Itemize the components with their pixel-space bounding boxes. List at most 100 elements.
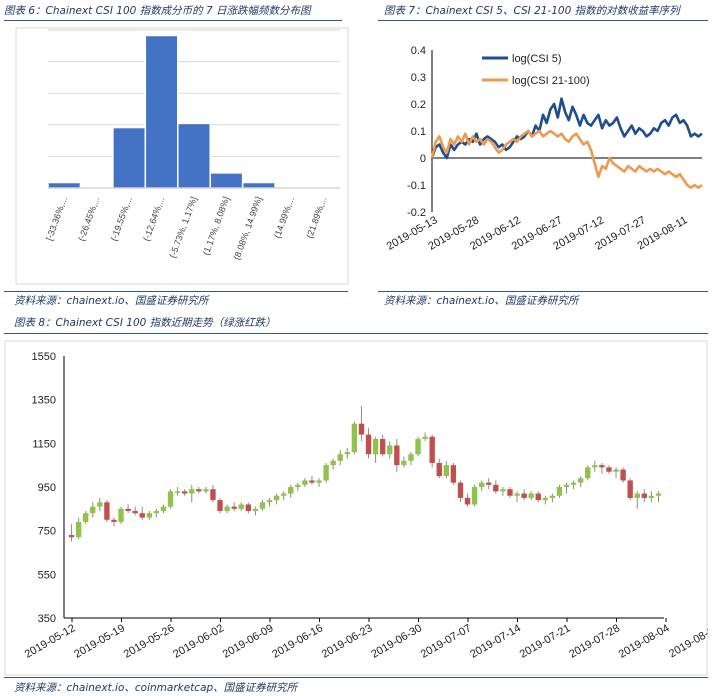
fig8-candle-6 (111, 519, 117, 522)
fig8-candle-77 (613, 469, 619, 472)
fig8-candle-59 (486, 482, 492, 485)
fig6-source: 资料来源：chainext.io、国盛证券研究所 (14, 295, 209, 307)
fig8-candle-47 (401, 460, 407, 466)
fig8-candle-81 (641, 493, 648, 498)
fig8-caption: 图表 8：Chainext CSI 100 指数近期走势（绿涨红跌） (14, 317, 276, 329)
fig8-candle-70 (563, 484, 570, 487)
fig8-candle-4 (97, 502, 103, 507)
fig6-bar-3 (144, 34, 179, 189)
fig8-candle-56 (464, 497, 471, 505)
fig8-ytick-2: 1150 (32, 438, 56, 450)
fig7-ytick-1: 0.3 (411, 72, 426, 84)
fig8-xtick-10: 2019-07-21 (518, 622, 573, 661)
fig7-ytick-6: -0.2 (407, 207, 426, 219)
fig8-candle-64 (521, 493, 527, 498)
fig7-ytick-4: 0 (420, 153, 426, 165)
fig8-candle-75 (599, 465, 605, 468)
fig8-xtick-4: 2019-06-09 (221, 622, 276, 661)
fig8-candle-42 (365, 434, 372, 455)
fig8-ytick-5: 550 (38, 569, 56, 581)
fig8-candle-50 (422, 436, 428, 439)
fig7-series-line-0 (430, 97, 703, 160)
fig8-xtick-0: 2019-05-12 (23, 622, 78, 661)
fig8-candle-16 (181, 491, 188, 494)
fig8-candle-24 (238, 504, 244, 509)
fig8-bottom-rule (4, 677, 708, 678)
fig8-ytick-1: 1350 (32, 395, 56, 407)
fig6-xtick-1: (-26.45%,... (76, 195, 101, 242)
fig8-candle-13 (160, 506, 167, 512)
fig8-candle-35 (316, 480, 322, 483)
fig8-xtick-11: 2019-07-28 (567, 622, 622, 661)
fig6-caption: 图表 6：Chainext CSI 100 指数成分币的 7 日涨跌幅频数分布图 (4, 5, 311, 17)
fig6-xtick-0: [-33.36%,... (44, 195, 69, 242)
fig8-candle-44 (379, 438, 386, 455)
fig8-candle-26 (252, 508, 259, 512)
fig7-series-line-1 (430, 129, 703, 189)
fig8-plot-border (4, 340, 708, 676)
fig8-source: 资料来源：chainext.io、coinmarketcap、国盛证券研究所 (14, 682, 298, 694)
fig8-candle-22 (224, 506, 230, 512)
fig8-candle-67 (542, 497, 549, 501)
fig6-xtick-2: (-19.55%,... (109, 195, 134, 242)
fig8-candle-0 (68, 535, 75, 538)
fig7-caption: 图表 7：Chainext CSI 5、CSI 21-100 指数的对数收益率序… (384, 5, 680, 17)
fig8-candle-40 (351, 423, 358, 453)
fig8-candle-25 (245, 504, 252, 512)
fig8-candle-73 (585, 467, 591, 479)
fig8-xtick-2: 2019-05-26 (122, 622, 177, 661)
fig8-candle-1 (75, 521, 82, 538)
fig8-candle-36 (323, 465, 329, 481)
fig7-ytick-3: 0.1 (411, 126, 426, 138)
fig8-candle-18 (196, 489, 202, 492)
fig6-xtick-4: (-5.73%, 1.17%] (167, 195, 198, 259)
fig8-candle-53 (443, 465, 450, 477)
fig8-xtick-8: 2019-07-07 (419, 622, 474, 661)
fig8-candle-2 (82, 513, 89, 522)
fig8-candle-83 (655, 493, 662, 496)
fig8-candle-34 (309, 480, 315, 483)
fig8-candle-3 (90, 506, 96, 514)
fig8-candle-31 (288, 487, 294, 494)
fig8-candle-19 (203, 489, 209, 492)
fig8-candle-7 (118, 508, 124, 522)
fig8-candle-58 (478, 482, 485, 487)
fig8-ytick-6: 350 (38, 613, 56, 625)
fig8-candle-49 (415, 438, 421, 455)
fig8-candle-20 (210, 489, 216, 501)
fig6-xtick-8: (21.89%,... (304, 195, 328, 239)
fig6-xtick-7: (14.99%,... (272, 195, 296, 239)
fig8-candle-15 (174, 491, 181, 493)
fig8-candle-39 (344, 452, 351, 455)
fig8-candle-29 (273, 495, 280, 501)
fig8-candle-43 (372, 438, 379, 455)
fig7-line-chart: 0.40.30.20.10-0.1-0.22019-05-132019-05-2… (385, 45, 703, 253)
fig7-top-rule (378, 20, 708, 21)
fig8-candle-60 (493, 484, 499, 492)
fig6-xtick-3: (-12.64%,... (141, 195, 166, 242)
fig8-ytick-3: 950 (38, 482, 56, 494)
fig7-ytick-5: -0.1 (407, 180, 426, 192)
fig8-candle-82 (648, 495, 655, 498)
fig8-candle-51 (429, 436, 435, 463)
fig8-candle-5 (104, 502, 110, 520)
fig8-candle-80 (634, 493, 640, 498)
fig6-bottom-rule (4, 291, 348, 292)
fig8-candle-68 (549, 495, 556, 498)
fig8-candle-14 (167, 491, 174, 507)
fig8-candle-38 (337, 454, 343, 461)
fig8-candle-65 (528, 493, 534, 498)
fig8-candle-28 (266, 500, 273, 503)
fig6-top-rule (4, 20, 342, 21)
fig7-ytick-2: 0.2 (411, 99, 426, 111)
fig8-candle-9 (132, 511, 138, 514)
fig6-histogram: [-33.36%,... (-26.45%,... (-19.55%,... (-12… (15, 27, 349, 285)
fig8-candle-72 (577, 478, 584, 483)
fig8-candle-69 (556, 487, 563, 496)
fig8-candle-17 (189, 489, 195, 494)
fig8-candle-54 (450, 465, 457, 483)
fig8-xtick-6: 2019-06-23 (320, 622, 375, 661)
fig8-candle-45 (387, 445, 393, 455)
fig6-xtick-6: (8.08%, 14.99%] (232, 195, 264, 261)
fig6-bar-4 (177, 122, 211, 189)
